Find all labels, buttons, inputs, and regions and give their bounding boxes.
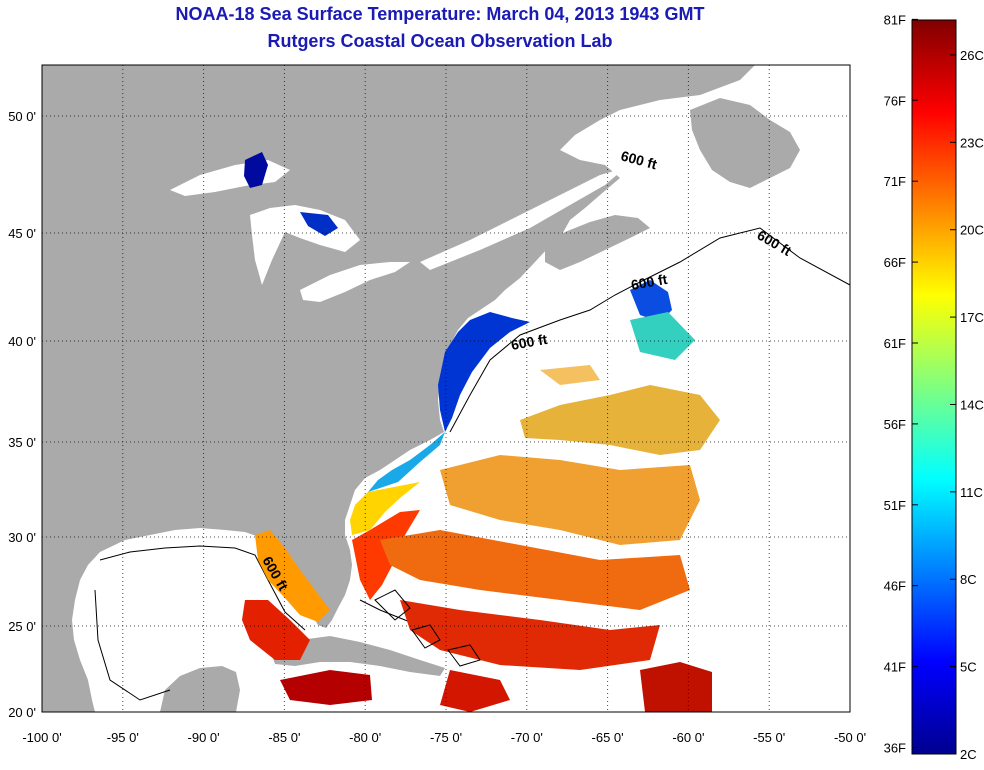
longitude-tick-label: -75 0' [430, 730, 462, 745]
latitude-tick-label: 40 0' [8, 334, 36, 349]
colorbar-c-label: 2C [960, 747, 977, 762]
colorbar-f-label: 46F [884, 579, 906, 594]
longitude-axis: -100 0' -95 0' -90 0' -85 0' -80 0' -75 0' -70… [22, 730, 866, 745]
longitude-tick-label: -60 0' [672, 730, 704, 745]
colorbar-c-label: 23C [960, 135, 984, 150]
latitude-tick-label: 50 0' [8, 109, 36, 124]
contour-label: 600 ft [630, 271, 669, 293]
longitude-tick-label: -100 0' [22, 730, 61, 745]
colorbar-c-label: 8C [960, 572, 977, 587]
colorbar-f-label: 61F [884, 336, 906, 351]
map-grid [42, 65, 850, 712]
latitude-tick-label: 25 0' [8, 619, 36, 634]
latitude-tick-label: 45 0' [8, 226, 36, 241]
lake-sst-patch [244, 152, 268, 188]
map-subtitle: Rutgers Coastal Ocean Observation Lab [267, 31, 613, 51]
latitude-axis: 50 0' 45 0' 40 0' 35 0' 30 0' 25 0' 20 0' [8, 109, 36, 720]
sst-caribbean [280, 670, 372, 705]
longitude-tick-label: -90 0' [188, 730, 220, 745]
land-nova-scotia [545, 215, 650, 270]
land-cuba [270, 636, 445, 676]
longitude-tick-label: -85 0' [268, 730, 300, 745]
colorbar-f-label: 66F [884, 255, 906, 270]
map-frame [41, 64, 851, 713]
sst-georgia-shelf [350, 482, 420, 535]
colorbar-fahrenheit-labels: 81F 76F 71F 66F 61F 56F 51F 46F 41F 36F [884, 12, 918, 756]
colorbar-c-label: 14C [960, 397, 984, 412]
sst-carolina-gradient [368, 432, 445, 492]
colorbar-celsius-labels: 26C 23C 20C 17C 14C 11C 8C 5C 2C [950, 48, 984, 762]
sst-open-ocean [380, 365, 720, 712]
colorbar-f-label: 36F [884, 741, 906, 756]
colorbar [911, 19, 957, 755]
colorbar-c-label: 11C [960, 485, 983, 500]
longitude-tick-label: -70 0' [511, 730, 543, 745]
colorbar-f-label: 71F [884, 174, 906, 189]
colorbar-f-label: 41F [884, 660, 906, 675]
land-newfoundland [690, 98, 800, 188]
colorbar-c-label: 17C [960, 310, 984, 325]
sst-gulf-warm [242, 600, 310, 660]
colorbar-f-label: 56F [884, 417, 906, 432]
colorbar-f-label: 51F [884, 498, 906, 513]
atlantic-shelf-line [449, 227, 850, 433]
sst-mid-atlantic-cold [438, 312, 530, 432]
lake-erie-ontario [300, 262, 410, 302]
sst-slope-cyan [630, 312, 695, 360]
latitude-tick-label: 35 0' [8, 435, 36, 450]
bahamas-outlines [374, 589, 481, 667]
longitude-tick-label: -65 0' [592, 730, 624, 745]
land-north-america [42, 65, 755, 712]
longitude-tick-label: -80 0' [349, 730, 381, 745]
st-lawrence [420, 168, 625, 270]
sst-scotian-shelf [630, 280, 672, 322]
colorbar-f-label: 76F [884, 93, 906, 108]
latitude-tick-label: 30 0' [8, 530, 36, 545]
colorbar-c-label: 20C [960, 223, 984, 238]
lake-sst-patch-2 [300, 212, 338, 236]
longitude-tick-label: -55 0' [753, 730, 785, 745]
longitude-tick-label: -50 0' [834, 730, 866, 745]
latitude-tick-label: 20 0' [8, 705, 36, 720]
land-yucatan [160, 666, 240, 712]
map-title: NOAA-18 Sea Surface Temperature: March 0… [175, 4, 705, 24]
longitude-tick-label: -95 0' [107, 730, 139, 745]
colorbar-c-label: 26C [960, 48, 984, 63]
colorbar-f-label: 81F [884, 12, 906, 27]
contour-label: 600 ft [510, 331, 549, 353]
sst-west-florida [255, 530, 330, 622]
colorbar-c-label: 5C [960, 660, 977, 675]
